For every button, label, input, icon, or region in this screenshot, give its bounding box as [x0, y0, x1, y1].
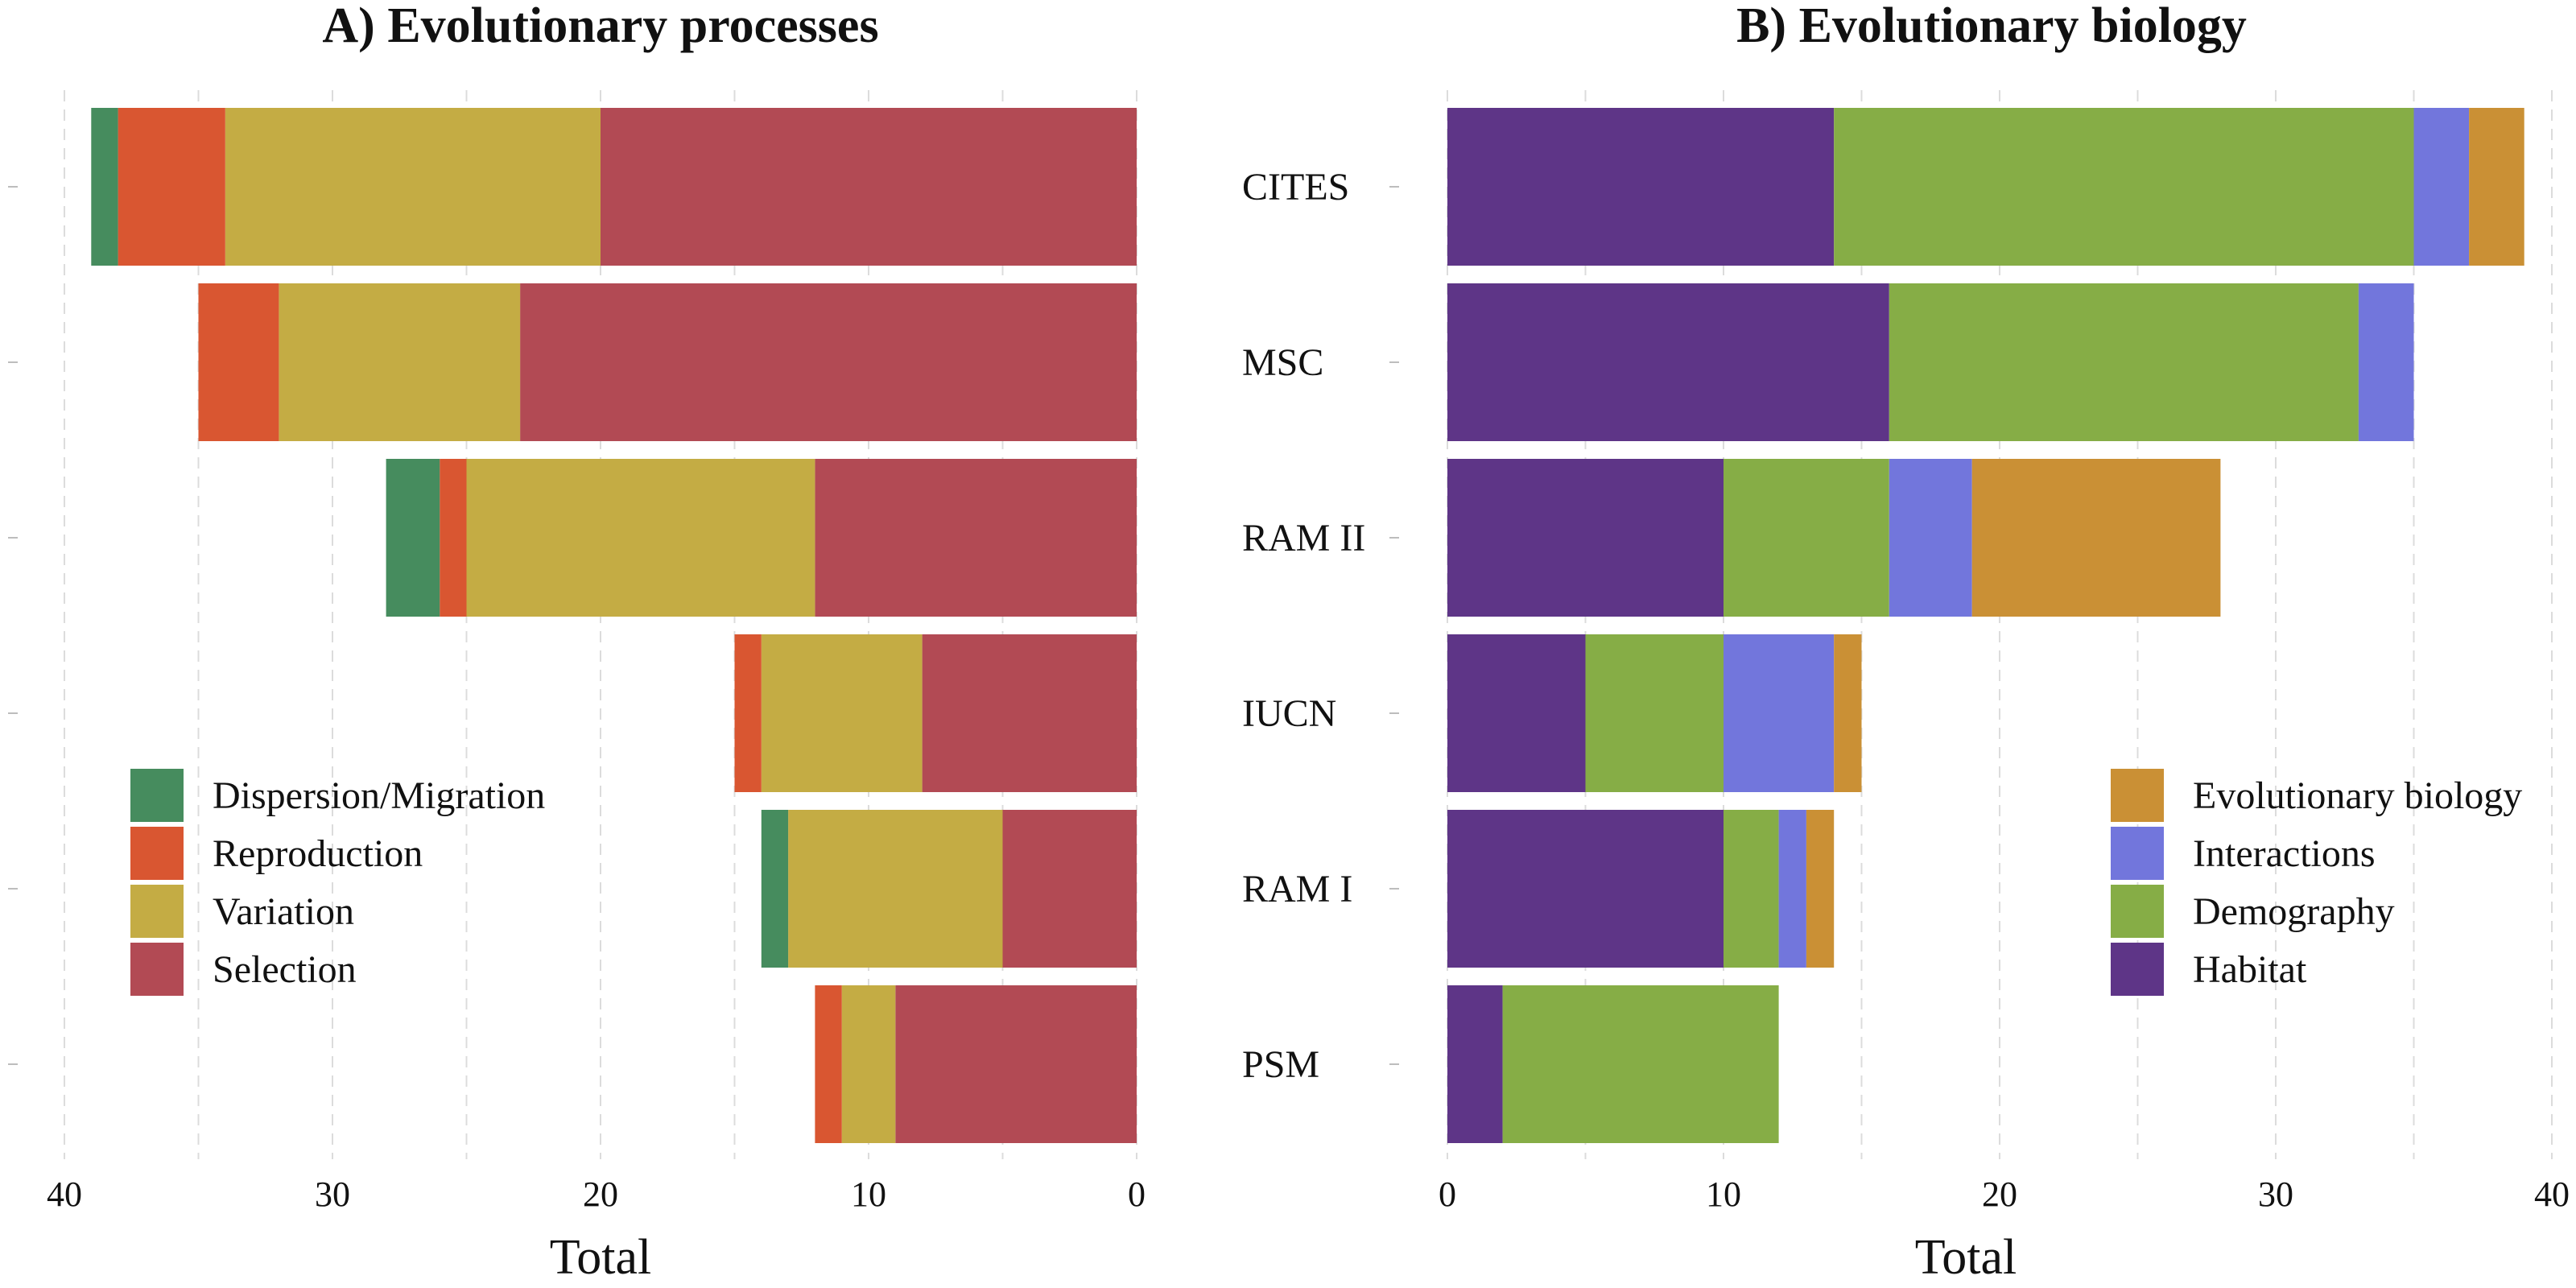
- bar-iucn-variation: [761, 634, 923, 792]
- category-label-ram-i: RAM I: [1242, 868, 1352, 910]
- x-axis: 40 30 20 10 0 Total: [47, 1174, 1146, 1285]
- legend-label-selection: Selection: [213, 948, 357, 991]
- bar-ram-i-demography: [1724, 810, 1779, 968]
- category-label-psm: PSM: [1242, 1043, 1319, 1086]
- x-axis-title: Total: [1915, 1230, 2017, 1285]
- bar-msc-interactions: [2358, 283, 2414, 441]
- bar-ram-i-variation: [788, 810, 1003, 968]
- x-tick-label: 10: [851, 1174, 886, 1214]
- bar-iucn-reproduction: [734, 634, 762, 792]
- category-label-iucn: IUCN: [1242, 692, 1336, 735]
- bar-msc-demography: [1889, 283, 2359, 441]
- bar-ram-i-selection: [1002, 810, 1137, 968]
- legend-label-habitat: Habitat: [2193, 948, 2307, 991]
- x-tick-label: 30: [2258, 1174, 2293, 1214]
- x-tick-label: 20: [1982, 1174, 2017, 1214]
- bar-cites-evolutionary-biology: [2469, 108, 2524, 266]
- legend-label-evolutionary-biology: Evolutionary biology: [2193, 774, 2522, 817]
- bar-msc-habitat: [1447, 283, 1889, 441]
- x-tick-label: 10: [1706, 1174, 1741, 1214]
- bar-msc-variation: [279, 283, 521, 441]
- legend-label-interactions: Interactions: [2193, 832, 2376, 875]
- bar-ram-ii-dispersion-migration: [386, 459, 440, 617]
- bar-ram-ii-selection: [815, 459, 1137, 617]
- bar-ram-ii-habitat: [1447, 459, 1724, 617]
- x-tick-label: 30: [315, 1174, 350, 1214]
- legend: Dispersion/Migration Reproduction Variatio…: [130, 769, 545, 996]
- bar-cites-dispersion-migration: [91, 108, 118, 266]
- bar-cites-demography: [1834, 108, 2414, 266]
- legend-label-reproduction: Reproduction: [213, 832, 423, 875]
- x-tick-label: 20: [583, 1174, 618, 1214]
- category-axis: [8, 186, 18, 1065]
- bar-cites-variation: [225, 108, 601, 266]
- legend-swatch-reproduction: [130, 827, 184, 880]
- category-label-ram-ii: RAM II: [1242, 517, 1365, 559]
- bars: [91, 108, 1137, 1143]
- bar-iucn-selection: [922, 634, 1137, 792]
- bar-ram-i-habitat: [1447, 810, 1724, 968]
- bar-ram-ii-reproduction: [440, 459, 467, 617]
- bar-ram-ii-variation: [466, 459, 815, 617]
- legend-label-demography: Demography: [2193, 890, 2395, 933]
- bar-cites-selection: [601, 108, 1137, 266]
- bar-iucn-demography: [1585, 634, 1724, 792]
- panel-title: A) Evolutionary processes: [322, 0, 878, 53]
- bar-ram-i-dispersion-migration: [761, 810, 789, 968]
- legend-swatch-variation: [130, 885, 184, 938]
- bar-psm-habitat: [1447, 985, 1503, 1143]
- x-tick-label: 0: [1128, 1174, 1146, 1214]
- legend-swatch-selection: [130, 943, 184, 996]
- category-label-msc: MSC: [1242, 341, 1323, 384]
- x-tick-label: 0: [1439, 1174, 1456, 1214]
- legend-swatch-dispersion-migration: [130, 769, 184, 822]
- x-tick-label: 40: [2534, 1174, 2570, 1214]
- bar-psm-variation: [841, 985, 896, 1143]
- bar-msc-selection: [520, 283, 1137, 441]
- x-tick-label: 40: [47, 1174, 82, 1214]
- legend-label-variation: Variation: [213, 890, 354, 933]
- bar-ram-i-evolutionary-biology: [1806, 810, 1835, 968]
- bar-ram-ii-evolutionary-biology: [1971, 459, 2221, 617]
- bar-psm-selection: [895, 985, 1137, 1143]
- category-label-cites: CITES: [1242, 166, 1349, 208]
- category-axis: CITES MSC RAM II IUCN RAM I PSM: [1242, 166, 1399, 1086]
- x-axis-title: Total: [550, 1230, 652, 1285]
- panel-title: B) Evolutionary biology: [1736, 0, 2247, 53]
- legend-swatch-habitat: [2111, 943, 2164, 996]
- bar-iucn-habitat: [1447, 634, 1586, 792]
- bar-cites-reproduction: [118, 108, 225, 266]
- bar-msc-reproduction: [198, 283, 279, 441]
- panel-b: B) Evolutionary biology CITES MSC RAM II IUC…: [1242, 0, 2570, 1285]
- bar-cites-habitat: [1447, 108, 1835, 266]
- bar-iucn-interactions: [1724, 634, 1835, 792]
- legend-swatch-interactions: [2111, 827, 2164, 880]
- bar-ram-i-interactions: [1778, 810, 1806, 968]
- bar-psm-reproduction: [815, 985, 842, 1143]
- legend-label-dispersion-migration: Dispersion/Migration: [213, 774, 545, 817]
- bar-ram-ii-demography: [1724, 459, 1889, 617]
- panel-a: A) Evolutionary processes 40 30 20 10 0 Total D…: [8, 0, 1146, 1285]
- x-axis: 0 10 20 30 40 Total: [1439, 1174, 2570, 1285]
- bars: [1447, 108, 2524, 1143]
- bar-iucn-evolutionary-biology: [1834, 634, 1862, 792]
- legend-swatch-evolutionary-biology: [2111, 769, 2164, 822]
- gridlines: [64, 90, 1137, 1159]
- bar-ram-ii-interactions: [1889, 459, 1972, 617]
- bar-cites-interactions: [2413, 108, 2470, 266]
- legend: Evolutionary biology Interactions Demograp…: [2111, 769, 2522, 996]
- bar-psm-demography: [1502, 985, 1779, 1143]
- legend-swatch-demography: [2111, 885, 2164, 938]
